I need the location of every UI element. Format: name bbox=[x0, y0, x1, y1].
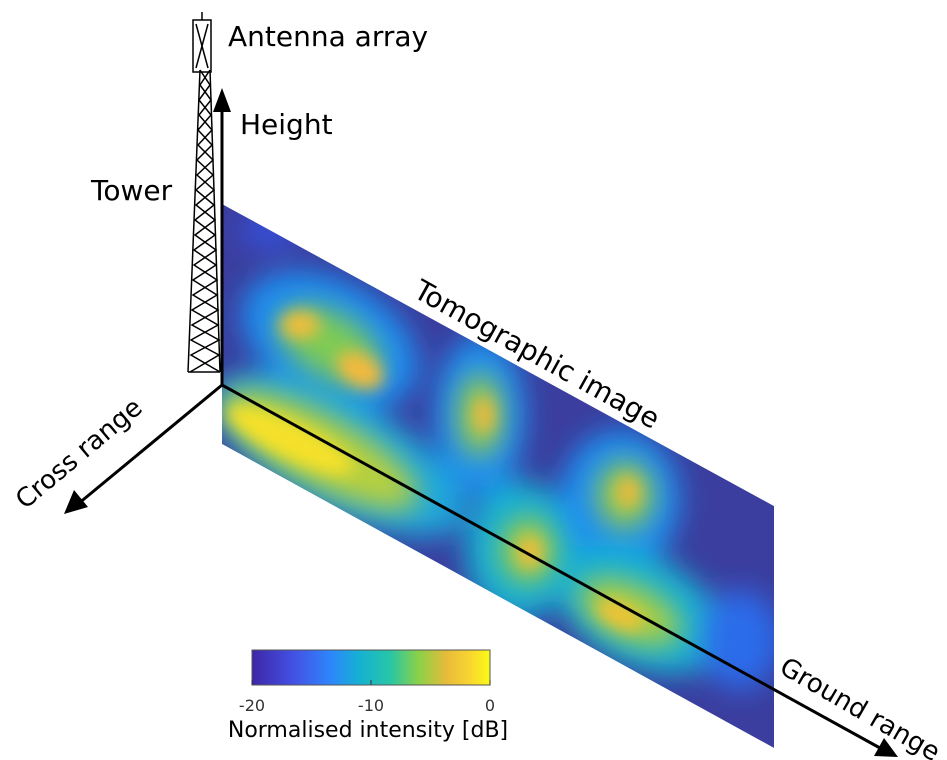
height-label: Height bbox=[240, 108, 333, 141]
colorbar-title: Normalised intensity [dB] bbox=[228, 718, 508, 743]
antenna-array-label: Antenna array bbox=[228, 20, 428, 53]
colorbar-tick-min: -20 bbox=[239, 696, 265, 715]
cross-range-axis bbox=[64, 383, 223, 514]
tower bbox=[187, 69, 221, 373]
ground-range-axis bbox=[221, 383, 898, 757]
antenna-icon bbox=[192, 12, 212, 73]
colorbar: -20 -10 0 Normalised intensity [dB] bbox=[228, 649, 508, 743]
colorbar-tick-max: 0 bbox=[485, 696, 495, 715]
height-axis bbox=[213, 88, 231, 385]
colorbar-tick-mid: -10 bbox=[358, 696, 384, 715]
colorbar-scale bbox=[251, 649, 491, 686]
ground-range-label: Ground range bbox=[775, 652, 945, 760]
tower-label: Tower bbox=[90, 174, 173, 207]
